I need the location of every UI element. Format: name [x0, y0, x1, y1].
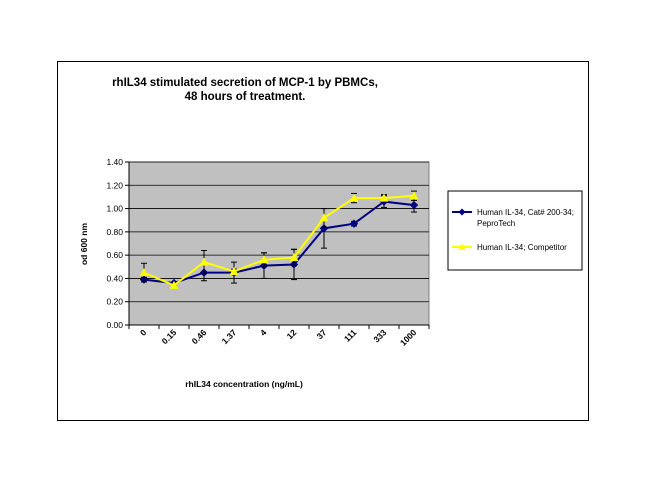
x-tick-label: 0.15 [160, 327, 179, 346]
y-axis-label: od 600 nm [79, 223, 89, 265]
data-point-diamond [349, 219, 359, 228]
y-tick-label: 0.20 [106, 297, 123, 307]
y-tick-label: 1.20 [106, 180, 123, 190]
series-line-1 [143, 200, 415, 285]
x-tick-label: 1.37 [220, 327, 239, 346]
data-point-triangle [379, 193, 389, 202]
data-point-triangle [259, 255, 269, 264]
legend-marker-triangle [458, 243, 466, 250]
legend: Human IL-34, Cat# 200-34; PeproTech Human … [447, 190, 583, 271]
legend-box [447, 190, 583, 271]
y-tick-label: 0.40 [106, 273, 123, 283]
y-tick-label: 1.40 [106, 157, 123, 167]
data-point-triangle [349, 193, 359, 202]
plot-area: 0.00 0.20 0.40 0.60 0.80 1.00 1.20 1.40 0 0.15 0.4… [106, 157, 430, 348]
data-point-triangle [199, 257, 209, 266]
legend-marker-diamond [458, 208, 466, 216]
line-chart: rhIL34 stimulated secretion of MCP-1 by … [79, 77, 583, 389]
x-tick-label: 111 [342, 327, 359, 344]
data-point-triangle [409, 191, 419, 200]
y-tick-label: 0.60 [106, 250, 123, 260]
data-point-triangle [229, 266, 239, 275]
x-tick-label: 333 [371, 327, 388, 344]
data-point-triangle [289, 252, 299, 261]
y-tick-label: 0.00 [106, 320, 123, 330]
y-tick-label: 0.80 [106, 227, 123, 237]
data-point-diamond [409, 200, 419, 210]
y-tick-label: 1.00 [106, 204, 123, 214]
x-tick-label: 37 [315, 327, 329, 341]
data-point-triangle [169, 280, 179, 289]
legend-label: Human IL-34, Cat# 200-34; [477, 208, 574, 217]
x-tick-label: 4 [258, 327, 269, 338]
legend-label: PeproTech [477, 219, 515, 228]
chart-title-line-1: rhIL34 stimulated secretion of MCP-1 by … [112, 77, 378, 89]
x-tick-label: 12 [285, 327, 299, 341]
chart-area: rhIL34 stimulated secretion of MCP-1 by … [57, 61, 589, 421]
legend-label: Human IL-34; Competitor [477, 243, 567, 252]
x-axis-label: rhIL34 concentration (ng/mL) [185, 379, 303, 389]
series-line-2 [143, 194, 415, 287]
plot-background [128, 161, 430, 326]
data-point-triangle [319, 213, 329, 222]
x-tick-label: 0.46 [190, 327, 209, 346]
chart-title-line-2: 48 hours of treatment. [185, 91, 306, 103]
x-tick-label: 0 [138, 327, 149, 338]
x-tick-label: 1000 [398, 327, 419, 348]
data-point-triangle [139, 268, 149, 277]
